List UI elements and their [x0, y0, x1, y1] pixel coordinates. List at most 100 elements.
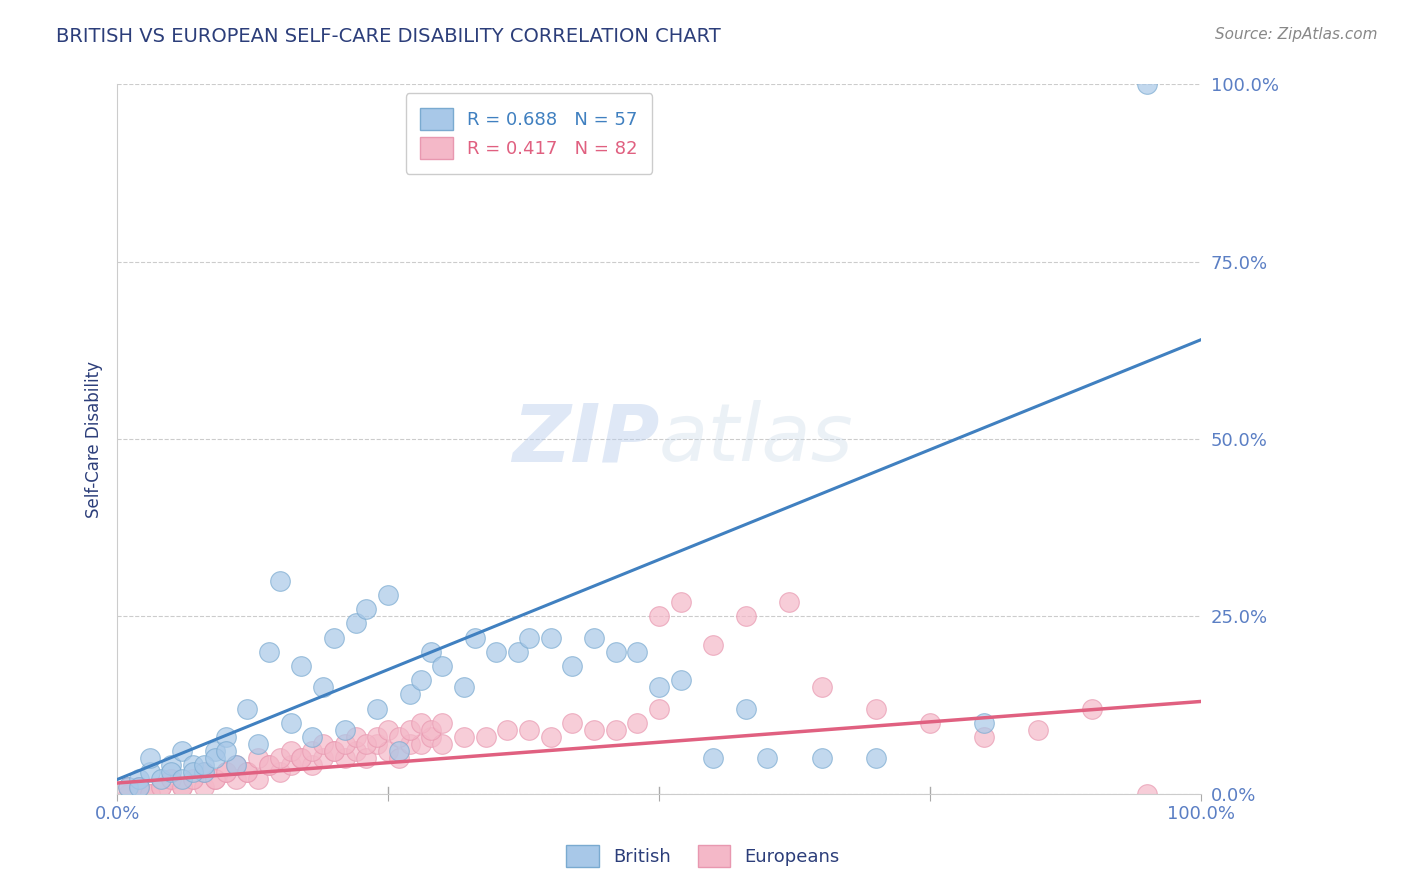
Point	[344, 616, 367, 631]
Point	[669, 595, 692, 609]
Point	[377, 723, 399, 737]
Point	[160, 772, 183, 787]
Point	[561, 715, 583, 730]
Point	[204, 772, 226, 787]
Point	[181, 772, 204, 787]
Point	[508, 645, 530, 659]
Point	[204, 772, 226, 787]
Point	[702, 638, 724, 652]
Point	[1136, 787, 1159, 801]
Point	[626, 645, 648, 659]
Point	[464, 631, 486, 645]
Point	[128, 780, 150, 794]
Point	[160, 758, 183, 772]
Y-axis label: Self-Care Disability: Self-Care Disability	[86, 360, 103, 517]
Point	[312, 737, 335, 751]
Text: BRITISH VS EUROPEAN SELF-CARE DISABILITY CORRELATION CHART: BRITISH VS EUROPEAN SELF-CARE DISABILITY…	[56, 27, 721, 45]
Point	[172, 780, 194, 794]
Point	[420, 645, 443, 659]
Point	[301, 758, 323, 772]
Point	[236, 701, 259, 715]
Point	[474, 730, 496, 744]
Point	[149, 772, 172, 787]
Point	[605, 723, 627, 737]
Legend: R = 0.688   N = 57, R = 0.417   N = 82: R = 0.688 N = 57, R = 0.417 N = 82	[406, 94, 652, 174]
Point	[247, 737, 270, 751]
Point	[193, 758, 215, 772]
Point	[301, 730, 323, 744]
Point	[160, 765, 183, 780]
Point	[734, 701, 756, 715]
Point	[582, 723, 605, 737]
Point	[409, 715, 432, 730]
Point	[810, 681, 832, 695]
Point	[356, 751, 378, 765]
Point	[301, 744, 323, 758]
Point	[1081, 701, 1104, 715]
Point	[388, 751, 411, 765]
Point	[582, 631, 605, 645]
Point	[214, 730, 236, 744]
Point	[322, 744, 344, 758]
Point	[377, 588, 399, 602]
Point	[149, 780, 172, 794]
Point	[138, 787, 160, 801]
Point	[280, 758, 302, 772]
Point	[669, 673, 692, 688]
Point	[865, 701, 887, 715]
Point	[149, 780, 172, 794]
Point	[388, 744, 411, 758]
Point	[420, 723, 443, 737]
Point	[605, 645, 627, 659]
Point	[517, 631, 540, 645]
Point	[117, 787, 139, 801]
Point	[280, 715, 302, 730]
Point	[1026, 723, 1049, 737]
Point	[366, 730, 388, 744]
Point	[432, 659, 454, 673]
Point	[236, 765, 259, 780]
Point	[193, 765, 215, 780]
Point	[432, 715, 454, 730]
Point	[269, 751, 291, 765]
Point	[648, 609, 671, 624]
Point	[214, 765, 236, 780]
Point	[344, 730, 367, 744]
Point	[648, 681, 671, 695]
Point	[810, 751, 832, 765]
Point	[648, 701, 671, 715]
Point	[626, 715, 648, 730]
Point	[312, 751, 335, 765]
Point	[257, 758, 280, 772]
Point	[236, 765, 259, 780]
Point	[865, 751, 887, 765]
Point	[172, 772, 194, 787]
Point	[322, 744, 344, 758]
Point	[333, 723, 356, 737]
Point	[409, 737, 432, 751]
Point	[181, 758, 204, 772]
Point	[409, 673, 432, 688]
Point	[214, 765, 236, 780]
Point	[280, 744, 302, 758]
Point	[225, 772, 247, 787]
Point	[257, 758, 280, 772]
Point	[172, 744, 194, 758]
Point	[333, 737, 356, 751]
Point	[269, 574, 291, 588]
Point	[181, 772, 204, 787]
Point	[485, 645, 508, 659]
Point	[322, 631, 344, 645]
Text: ZIP: ZIP	[512, 400, 659, 478]
Point	[204, 751, 226, 765]
Point	[247, 751, 270, 765]
Point	[128, 772, 150, 787]
Point	[377, 744, 399, 758]
Point	[540, 631, 562, 645]
Point	[918, 715, 941, 730]
Point	[193, 780, 215, 794]
Point	[366, 701, 388, 715]
Point	[398, 723, 420, 737]
Point	[388, 730, 411, 744]
Point	[517, 723, 540, 737]
